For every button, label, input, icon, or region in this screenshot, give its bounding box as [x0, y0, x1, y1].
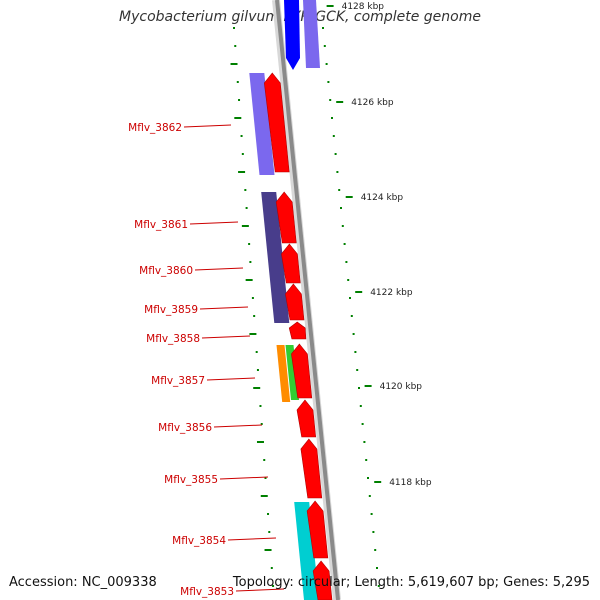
gene-arrow	[285, 283, 305, 321]
gene-arrow	[281, 243, 301, 284]
scale-label: 4128 kbp	[342, 2, 385, 12]
gene-label: Mflv_3862	[128, 122, 182, 134]
gene-label-group: Mflv_3862 Mflv_3861 Mflv_3860 Mflv_3859 Mflv…	[128, 122, 285, 598]
accession-text: Accession: NC_009338	[9, 575, 157, 590]
gene-arrow	[288, 321, 307, 340]
gene-label: Mflv_3854	[172, 535, 226, 547]
scale-label: 4124 kbp	[361, 193, 404, 203]
gene-arrow	[306, 500, 329, 559]
gene-arrow	[275, 191, 297, 244]
gene-label: Mflv_3858	[146, 333, 200, 345]
cog-feature	[294, 502, 319, 600]
label-leader-line	[194, 267, 244, 271]
gene-label: Mflv_3855	[164, 474, 218, 486]
cog-feature	[261, 192, 290, 323]
gene-track	[263, 0, 333, 600]
scale-track: 4128 kbp 4126 kbp 4124 kbp 4122 kbp 4120 kbp…	[326, 2, 432, 488]
cog-feature	[249, 73, 275, 175]
topology-summary: Topology: circular; Length: 5,619,607 bp…	[232, 575, 590, 590]
gene-label: Mflv_3857	[151, 375, 205, 387]
gene-label: Mflv_3861	[134, 219, 188, 231]
gene-label: Mflv_3859	[144, 304, 198, 316]
label-leader-line	[199, 306, 249, 310]
label-leader-line	[213, 424, 263, 428]
backbone	[272, 0, 341, 600]
gene-arrow-reverse	[284, 0, 300, 70]
scale-label: 4118 kbp	[389, 478, 432, 488]
scale-label: 4122 kbp	[370, 288, 413, 298]
gene-arrow	[312, 560, 333, 600]
cog-feature-track	[249, 73, 319, 600]
gene-label: Mflv_3853	[180, 586, 234, 598]
gene-arrow	[263, 72, 290, 173]
label-leader-line	[189, 221, 239, 225]
gene-arrow	[300, 438, 323, 499]
cog-feature	[303, 0, 320, 68]
label-leader-line	[206, 377, 256, 381]
scale-label: 4126 kbp	[351, 98, 394, 108]
gene-label: Mflv_3856	[158, 422, 212, 434]
gene-arrow	[291, 343, 313, 399]
label-leader-line	[235, 588, 285, 592]
label-leader-line	[183, 124, 232, 128]
label-leader-line	[227, 537, 277, 541]
label-leader-line	[219, 476, 269, 480]
backbone-line	[275, 0, 340, 600]
cog-feature	[276, 345, 291, 402]
scale-label: 4120 kbp	[380, 382, 423, 392]
gc-tick-marks	[230, 27, 380, 587]
gene-arrow	[296, 399, 317, 438]
map-title: Mycobacterium gilvum PYR-GCK, complete g…	[119, 9, 481, 25]
cog-feature	[285, 345, 299, 400]
label-leader-line	[201, 335, 251, 339]
gene-label: Mflv_3860	[139, 265, 193, 277]
